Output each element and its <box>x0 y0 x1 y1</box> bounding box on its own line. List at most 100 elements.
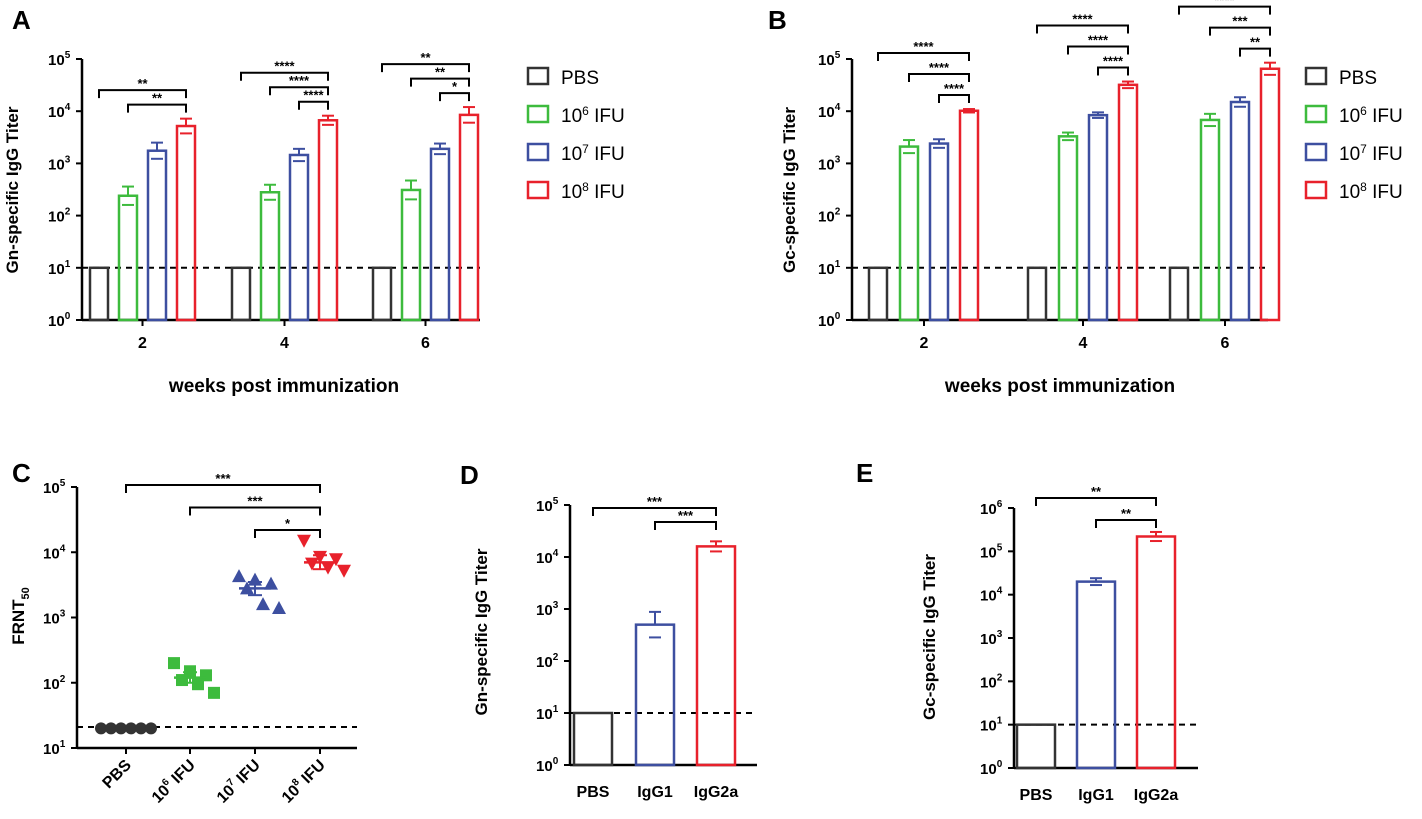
y-axis-label: Gn-specific IgG Titer <box>472 548 491 715</box>
significance-bracket <box>1095 519 1157 528</box>
y-tick-label: 106 <box>980 499 1003 518</box>
y-tick-label: 103 <box>980 629 1003 648</box>
bar <box>1075 580 1117 770</box>
bar <box>898 145 920 322</box>
legend-label: PBS <box>1339 68 1377 89</box>
bar <box>1057 135 1079 322</box>
y-tick-label: 104 <box>536 548 559 567</box>
bar <box>400 188 422 322</box>
y-tick-label: 101 <box>43 739 66 758</box>
data-point <box>305 557 319 571</box>
significance-label: **** <box>929 60 950 75</box>
data-point <box>192 678 204 691</box>
legend-B: PBS 106 IFU 107 IFU 108 IFU <box>1304 66 1403 203</box>
y-tick-label: 105 <box>43 478 66 497</box>
data-point <box>115 722 127 735</box>
significance-label: ** <box>1250 35 1261 50</box>
significance-label: **** <box>1088 33 1109 48</box>
x-tick-label: IgG1 <box>1078 787 1114 804</box>
panel-letter-E: E <box>856 458 873 488</box>
y-axis-label: Gc-specific IgG Titer <box>920 554 939 720</box>
y-tick-label: 104 <box>980 586 1003 605</box>
significance-label: **** <box>274 59 295 74</box>
significance-bracket <box>240 71 329 81</box>
y-tick-label: 104 <box>43 543 66 562</box>
x-axis-label: weeks post immunization <box>168 376 399 397</box>
bar <box>1117 83 1139 322</box>
significance-bracket <box>877 52 970 62</box>
bar <box>1087 113 1109 322</box>
legend-swatch <box>1304 180 1328 200</box>
y-tick-label: 104 <box>48 102 71 121</box>
legend-A: PBS 106 IFU 107 IFU 108 IFU <box>526 66 625 203</box>
x-tick-label: 2 <box>920 335 929 352</box>
significance-bracket <box>298 100 329 110</box>
panel-D: 100 101 102 103 104 105 D Gn-specific IgG Titer… <box>460 460 757 801</box>
bar <box>317 119 339 322</box>
x-tick-label: 4 <box>280 335 289 352</box>
significance-bracket <box>127 103 187 113</box>
x-tick-label: PBS <box>577 784 610 801</box>
panel-letter-A: A <box>12 5 31 35</box>
y-tick-label: 101 <box>818 259 841 278</box>
legend-label: 106 IFU <box>561 104 625 127</box>
significance-label: * <box>452 79 458 94</box>
significance-label: *** <box>1232 14 1248 29</box>
bar <box>1259 67 1281 322</box>
significance-label: **** <box>289 73 310 88</box>
y-tick-label: 103 <box>43 609 66 628</box>
bar <box>958 109 980 322</box>
bar <box>458 113 480 322</box>
bar <box>1168 266 1190 322</box>
legend-swatch <box>526 104 550 124</box>
significance-label: *** <box>215 471 231 486</box>
significance-label: **** <box>1214 0 1235 8</box>
y-tick-label: 101 <box>536 704 559 723</box>
significance-label: *** <box>247 494 263 509</box>
data-point <box>125 722 137 735</box>
significance-bracket <box>269 86 329 96</box>
significance-label: ** <box>420 50 431 65</box>
significance-bracket <box>1209 26 1271 36</box>
bar <box>634 623 676 767</box>
bar <box>259 191 281 322</box>
legend-label: 108 IFU <box>561 180 625 203</box>
significance-bracket <box>1239 47 1271 57</box>
data-point <box>176 674 188 687</box>
y-axis-label: FRNT50 <box>9 587 32 645</box>
significance-label: ** <box>152 91 163 106</box>
legend-swatch <box>526 66 550 86</box>
significance-label: **** <box>913 39 934 54</box>
legend-label: PBS <box>561 68 599 89</box>
legend-label: 107 IFU <box>561 142 625 165</box>
y-axis-label: Gn-specific IgG Titer <box>3 106 22 273</box>
significance-bracket <box>654 521 717 530</box>
significance-label: **** <box>944 81 965 96</box>
legend-label: 108 IFU <box>1339 180 1403 203</box>
y-tick-label: 101 <box>48 259 71 278</box>
data-point <box>272 600 286 614</box>
significance-bracket <box>381 63 470 73</box>
significance-bracket <box>254 529 321 538</box>
legend-swatch <box>526 142 550 162</box>
significance-bracket <box>1097 66 1129 76</box>
significance-label: *** <box>647 494 663 509</box>
legend-swatch <box>526 180 550 200</box>
x-tick-label: 6 <box>1221 335 1230 352</box>
significance-bracket <box>938 94 970 104</box>
bar <box>371 266 393 322</box>
y-tick-label: 102 <box>48 207 71 226</box>
data-point <box>329 553 343 567</box>
y-tick-label: 100 <box>48 311 71 330</box>
panel-E: 100 101 102 103 104 105 106 E Gc-specific IgG Ti… <box>856 458 1198 804</box>
significance-label: * <box>285 516 291 531</box>
significance-label: **** <box>1103 54 1124 69</box>
x-tick-label: 2 <box>138 335 147 352</box>
x-tick-label: 108 IFU <box>278 755 329 806</box>
y-tick-label: 102 <box>536 652 559 671</box>
significance-bracket <box>592 507 717 516</box>
x-tick-label: IgG1 <box>637 784 673 801</box>
y-tick-label: 104 <box>818 102 841 121</box>
bar <box>867 266 889 322</box>
